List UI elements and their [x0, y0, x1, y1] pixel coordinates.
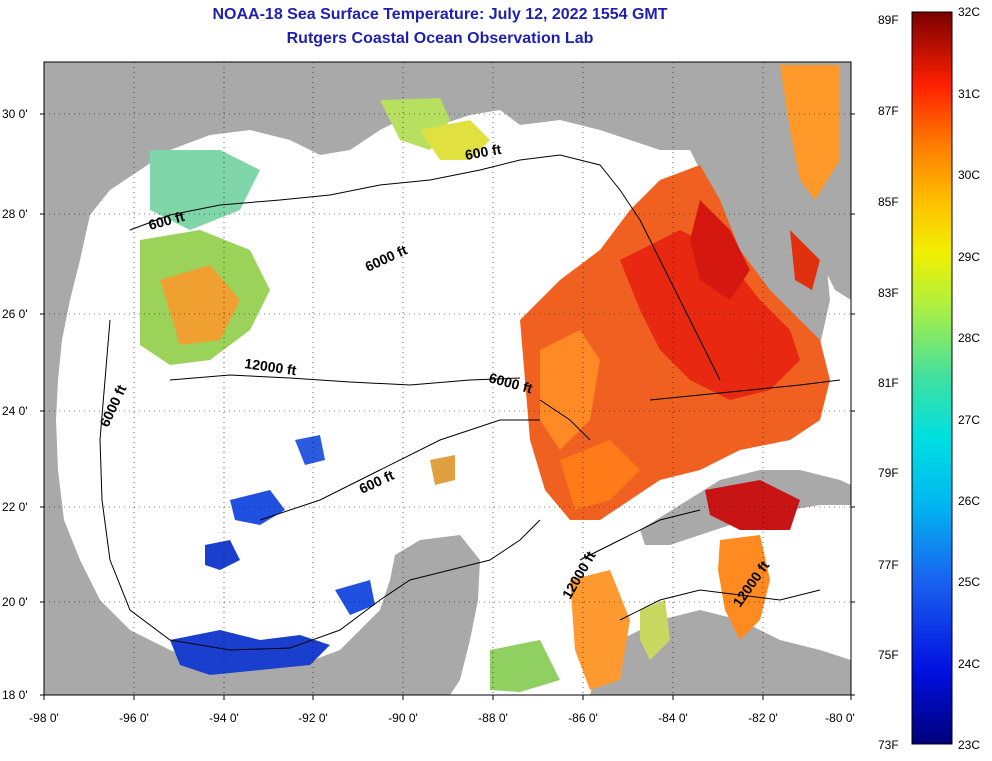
colorbar-f-label: 85F: [878, 195, 899, 209]
colorbar-f-label: 89F: [878, 13, 899, 27]
colorbar-f-label: 81F: [878, 376, 899, 390]
bathymetry-contours: [99, 154, 841, 651]
colorbar-f-label: 83F: [878, 286, 899, 300]
colorbar-c-label: 31C: [958, 87, 980, 101]
contour-label: 12000 ft: [244, 355, 298, 378]
colorbar-c-label: 25C: [958, 575, 980, 589]
colorbar-c-label: 26C: [958, 494, 980, 508]
colorbar-celsius-labels: 32C 31C 30C 29C 28C 27C 26C 25C 24C 23C: [958, 5, 980, 752]
longitude-axis: [43, 695, 852, 700]
lat-label: 26 0': [2, 307, 28, 321]
map-title: NOAA-18 Sea Surface Temperature: July 12…: [212, 6, 668, 23]
colorbar-c-label: 24C: [958, 657, 980, 671]
contour-label: 600 ft: [464, 141, 503, 163]
lon-label: -86 0': [568, 711, 598, 725]
colorbar-c-label: 28C: [958, 331, 980, 345]
sst-data-patches: [140, 65, 840, 692]
colorbar-f-label: 87F: [878, 104, 899, 118]
colorbar-c-label: 32C: [958, 5, 980, 19]
colorbar: [911, 11, 953, 745]
lat-lon-grid: [44, 62, 851, 695]
map-subtitle: Rutgers Coastal Ocean Observation Lab: [286, 30, 594, 47]
colorbar-f-label: 77F: [878, 558, 899, 572]
colorbar-c-label: 27C: [958, 413, 980, 427]
lon-label: -92 0': [298, 711, 328, 725]
lat-label: 18 0': [2, 688, 28, 702]
lon-label: -80 0': [825, 711, 855, 725]
lon-label: -90 0': [388, 711, 418, 725]
colorbar-c-label: 29C: [958, 250, 980, 264]
lat-label: 20 0': [2, 595, 28, 609]
colorbar-f-label: 75F: [878, 648, 899, 662]
latitude-labels: 30 0' 28 0' 26 0' 24 0' 22 0' 20 0' 18 0…: [2, 107, 28, 702]
lon-label: -82 0': [748, 711, 778, 725]
colorbar-fahrenheit-labels: 89F 87F 85F 83F 81F 79F 77F 75F 73F: [878, 13, 899, 752]
colorbar-c-label: 23C: [958, 738, 980, 752]
colorbar-f-label: 73F: [878, 738, 899, 752]
lat-label: 28 0': [2, 207, 28, 221]
longitude-labels: -98 0' -96 0' -94 0' -92 0' -90 0' -88 0…: [29, 711, 855, 725]
map-frame: [43, 61, 852, 696]
lon-label: -98 0': [29, 711, 59, 725]
lon-label: -88 0': [478, 711, 508, 725]
lat-label: 24 0': [2, 404, 28, 418]
colorbar-c-label: 30C: [958, 168, 980, 182]
lon-label: -96 0': [119, 711, 149, 725]
latitude-axis: [40, 113, 855, 696]
lat-label: 30 0': [2, 107, 28, 121]
lat-label: 22 0': [2, 500, 28, 514]
colorbar-f-label: 79F: [878, 466, 899, 480]
lon-label: -94 0': [209, 711, 239, 725]
lon-label: -84 0': [658, 711, 688, 725]
